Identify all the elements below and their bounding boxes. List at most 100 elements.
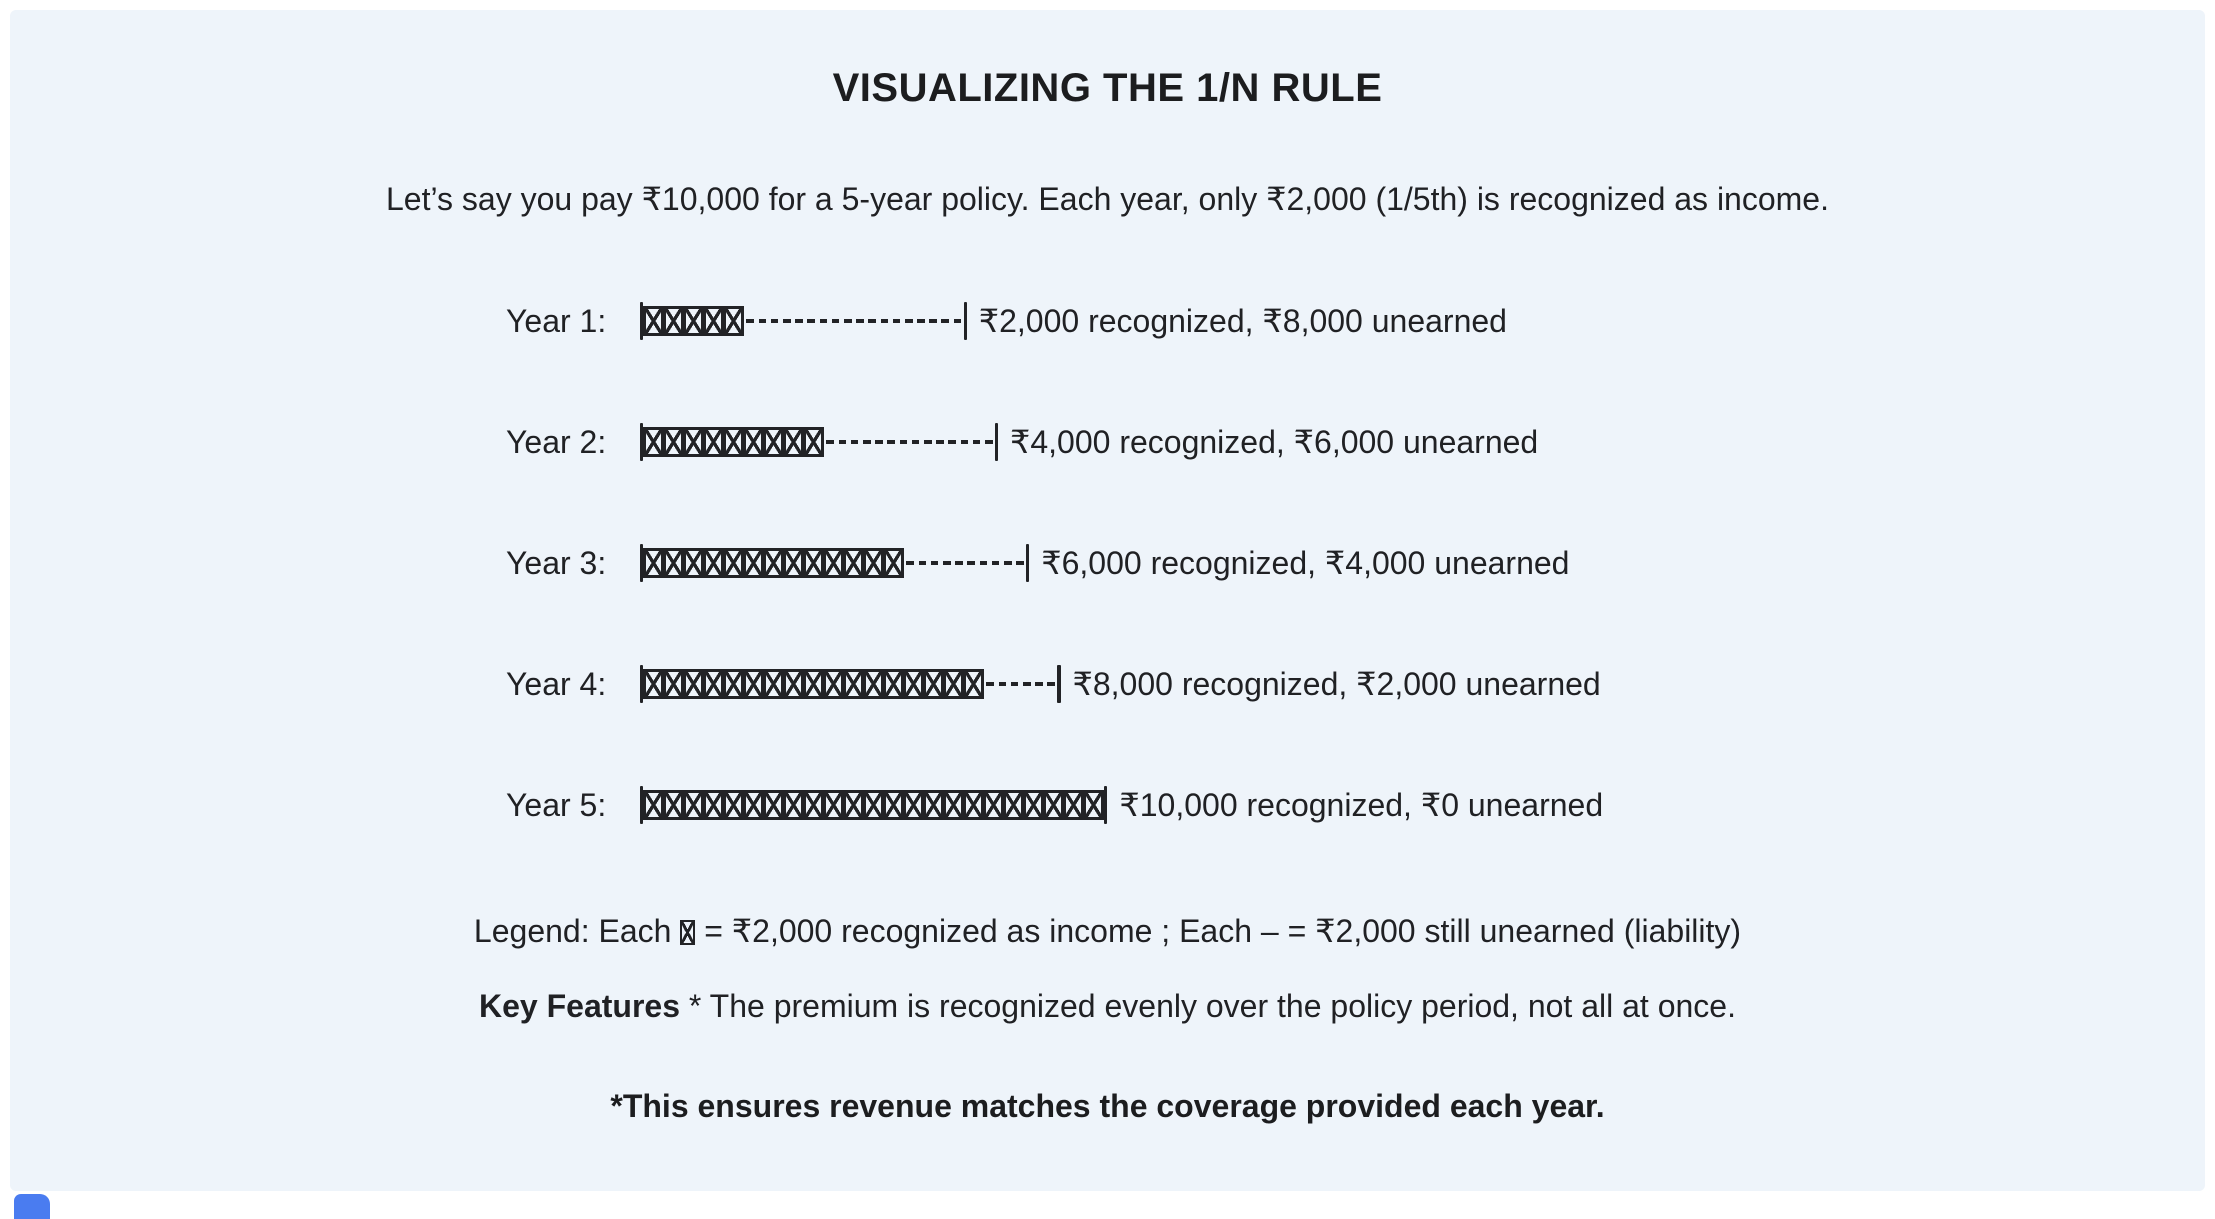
recognized-block-icon xyxy=(923,790,945,820)
recognized-block-icon xyxy=(943,669,965,699)
unearned-dash-icon xyxy=(984,440,993,444)
unearned-dash-icon xyxy=(863,440,871,444)
year-row: Year 4: ₹8,000 recognized, ₹2,000 unearne… xyxy=(506,663,1603,705)
progress-bar xyxy=(640,544,1030,582)
year-label: Year 1: xyxy=(506,302,607,339)
bar-start-pipe xyxy=(640,423,644,461)
recognized-block-icon xyxy=(783,790,805,820)
amounts-label: ₹10,000 recognized, ₹0 unearned xyxy=(1119,787,1604,823)
tofu-box-icon xyxy=(680,920,696,945)
recognized-block-icon xyxy=(703,306,725,336)
unearned-dash-icon xyxy=(936,440,944,444)
recognized-block-icon xyxy=(723,306,745,336)
recognized-block-icon xyxy=(843,790,865,820)
amounts-label: ₹8,000 recognized, ₹2,000 unearned xyxy=(1072,666,1601,702)
unearned-dash-icon xyxy=(972,440,981,444)
progress-bar xyxy=(640,302,967,340)
unearned-dash-icon xyxy=(1016,561,1024,565)
recognized-block-icon xyxy=(683,669,705,699)
unearned-dash-icon xyxy=(887,440,896,444)
unearned-dash-icon xyxy=(892,319,901,323)
bar-start-pipe xyxy=(640,544,644,582)
bar-start-pipe xyxy=(640,302,644,340)
bar-start-pipe xyxy=(640,786,644,824)
recognized-block-icon xyxy=(683,306,705,336)
recognized-block-icon xyxy=(743,548,765,578)
recognized-block-icon xyxy=(663,548,685,578)
recognized-block-icon xyxy=(883,669,905,699)
amounts-label: ₹6,000 recognized, ₹4,000 unearned xyxy=(1041,545,1570,581)
recognized-block-icon xyxy=(743,427,765,457)
unearned-dash-icon xyxy=(1003,561,1012,565)
unearned-dash-icon xyxy=(967,561,976,565)
unearned-dash-icon xyxy=(807,319,816,323)
unearned-dash-icon xyxy=(904,319,913,323)
unearned-dash-icon xyxy=(911,440,920,444)
recognized-block-icon xyxy=(803,548,825,578)
unearned-dash-icon xyxy=(868,319,876,323)
recognized-block-icon xyxy=(663,790,685,820)
recognized-block-icon xyxy=(903,669,925,699)
unearned-dash-icon xyxy=(918,561,927,565)
recognized-block-icon xyxy=(883,548,905,578)
bar-end-pipe xyxy=(1057,665,1061,703)
year-label: Year 3: xyxy=(506,544,607,581)
recognized-block-icon xyxy=(643,548,665,578)
recognized-block-icon xyxy=(783,427,805,457)
recognized-block-icon xyxy=(843,669,865,699)
intro-text: Let’s say you pay ₹10,000 for a 5-year p… xyxy=(386,181,1829,217)
unearned-dash-icon xyxy=(850,440,859,444)
unearned-dash-icon xyxy=(998,682,1007,686)
recognized-block-icon xyxy=(803,790,825,820)
recognized-block-icon xyxy=(723,669,745,699)
recognized-block-icon xyxy=(763,669,785,699)
recognized-block-icon xyxy=(803,427,825,457)
unearned-dash-icon xyxy=(826,440,835,444)
recognized-block-icon xyxy=(703,790,725,820)
unearned-dash-icon xyxy=(758,319,767,323)
unearned-dash-icon xyxy=(831,319,840,323)
year-row: Year 2: ₹4,000 recognized, ₹6,000 unearne… xyxy=(506,421,1603,463)
unearned-dash-icon xyxy=(783,319,791,323)
unearned-dash-icon xyxy=(838,440,847,444)
unearned-dash-icon xyxy=(955,561,963,565)
key-features-text: * The premium is recognized evenly over … xyxy=(680,988,1736,1024)
recognized-block-icon xyxy=(883,790,905,820)
unearned-dash-icon xyxy=(856,319,864,323)
recognized-block-icon xyxy=(703,669,725,699)
recognized-block-icon xyxy=(743,669,765,699)
unearned-dash-icon xyxy=(991,561,1000,565)
year-label: Year 5: xyxy=(506,786,607,823)
legend-rest: = ₹2,000 recognized as income ; Each – =… xyxy=(695,913,1742,949)
unearned-dash-icon xyxy=(906,561,915,565)
recognized-block-icon xyxy=(1043,790,1065,820)
unearned-dash-icon xyxy=(795,319,803,323)
recognized-block-icon xyxy=(823,669,845,699)
recognized-block-icon xyxy=(763,790,785,820)
recognized-block-icon xyxy=(663,427,685,457)
recognized-block-icon xyxy=(1083,790,1105,820)
recognized-block-icon xyxy=(1003,790,1025,820)
recognized-block-icon xyxy=(643,790,665,820)
year-row: Year 5: ₹10,000 recognized, ₹0 unearned xyxy=(506,784,1603,826)
recognized-block-icon xyxy=(1023,790,1045,820)
recognized-block-icon xyxy=(743,790,765,820)
unearned-dash-icon xyxy=(917,319,925,323)
amounts-label: ₹2,000 recognized, ₹8,000 unearned xyxy=(978,303,1507,339)
year-label: Year 2: xyxy=(506,423,607,460)
recognized-block-icon xyxy=(963,669,985,699)
unearned-dash-icon xyxy=(899,440,908,444)
recognized-block-icon xyxy=(643,427,665,457)
recognized-block-icon xyxy=(863,790,885,820)
unearned-dash-icon xyxy=(1023,682,1031,686)
unearned-dash-icon xyxy=(941,319,950,323)
unearned-dash-icon xyxy=(843,319,852,323)
unearned-dash-icon xyxy=(875,440,883,444)
unearned-dash-icon xyxy=(953,319,962,323)
progress-bar xyxy=(640,786,1108,824)
recognized-block-icon xyxy=(1063,790,1085,820)
unearned-dash-icon xyxy=(746,319,755,323)
recognized-block-icon xyxy=(843,548,865,578)
recognized-block-icon xyxy=(803,669,825,699)
footnote-line: *This ensures revenue matches the covera… xyxy=(610,1088,1605,1124)
